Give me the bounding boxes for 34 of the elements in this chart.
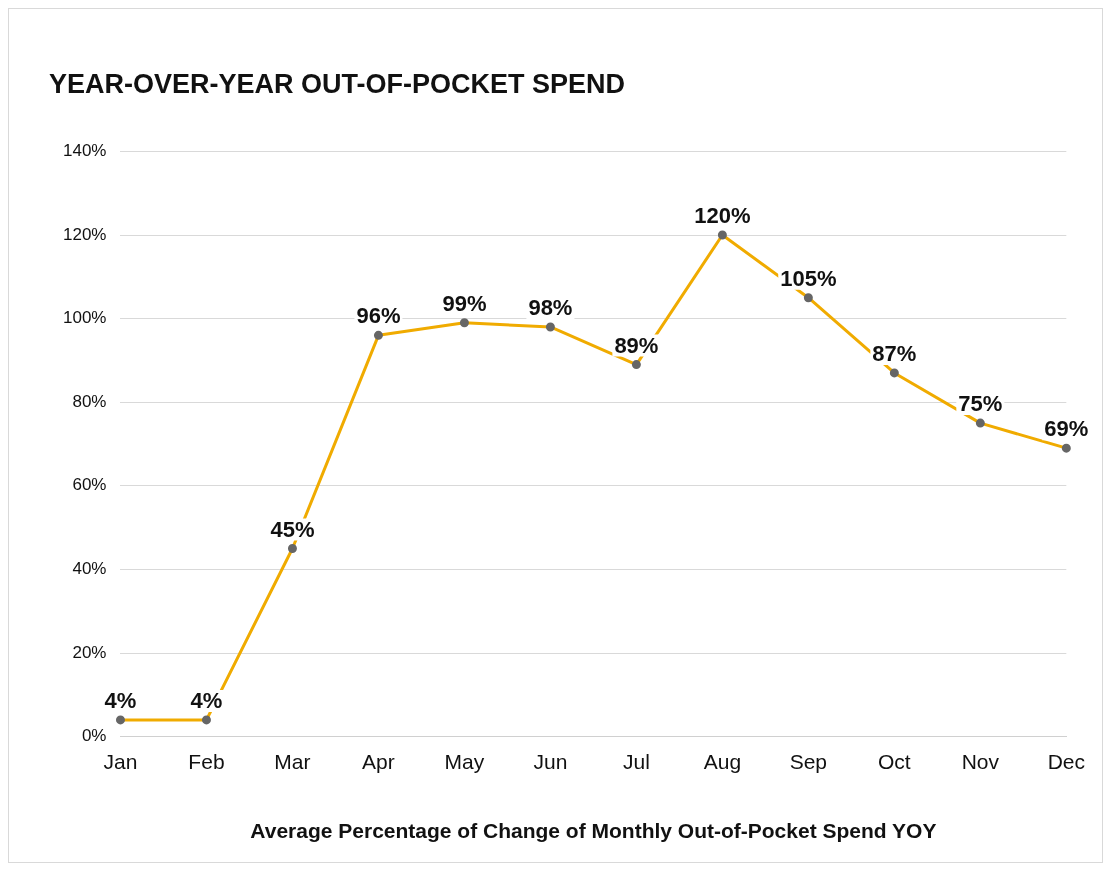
- x-tick-label: Nov: [961, 750, 1000, 773]
- data-label: 69%: [1044, 416, 1089, 442]
- x-tick-label: Oct: [878, 750, 911, 773]
- x-tick-label: Sep: [789, 750, 828, 773]
- y-tick-label: 80%: [72, 391, 107, 411]
- x-tick-label: Feb: [188, 750, 225, 773]
- data-label: 96%: [356, 303, 401, 329]
- data-label: 99%: [442, 290, 487, 316]
- y-tick-label: 40%: [72, 559, 107, 579]
- data-label: 75%: [958, 391, 1003, 417]
- x-tick-label: May: [444, 750, 485, 773]
- data-label: 87%: [872, 341, 917, 366]
- y-tick-label: 140%: [63, 141, 107, 161]
- x-tick-label: Jan: [103, 750, 138, 773]
- y-tick-label: 0%: [81, 726, 107, 746]
- data-label: 45%: [270, 516, 315, 542]
- y-tick-label: 20%: [72, 642, 107, 662]
- x-tick-label: Dec: [1047, 750, 1086, 773]
- data-label: 4%: [190, 687, 223, 713]
- y-tick-label: 120%: [63, 224, 107, 244]
- x-tick-label: Jul: [622, 750, 650, 773]
- y-tick-label: 100%: [63, 308, 107, 328]
- chart-title: YEAR-OVER-YEAR OUT-OF-POCKET SPEND: [49, 68, 626, 99]
- data-label: 4%: [104, 687, 137, 713]
- data-label: 105%: [780, 265, 837, 291]
- x-axis-title: Average Percentage of Change of Monthly Out-of-Pocket Spend YOY: [250, 819, 937, 843]
- data-label: 89%: [614, 332, 659, 358]
- data-label: 98%: [528, 295, 573, 321]
- data-label: 120%: [694, 203, 751, 229]
- x-tick-label: Apr: [362, 750, 395, 773]
- x-tick-label: Mar: [274, 750, 311, 773]
- x-tick-label: Jun: [533, 750, 568, 773]
- y-tick-label: 60%: [72, 475, 107, 495]
- x-tick-label: Aug: [703, 750, 742, 773]
